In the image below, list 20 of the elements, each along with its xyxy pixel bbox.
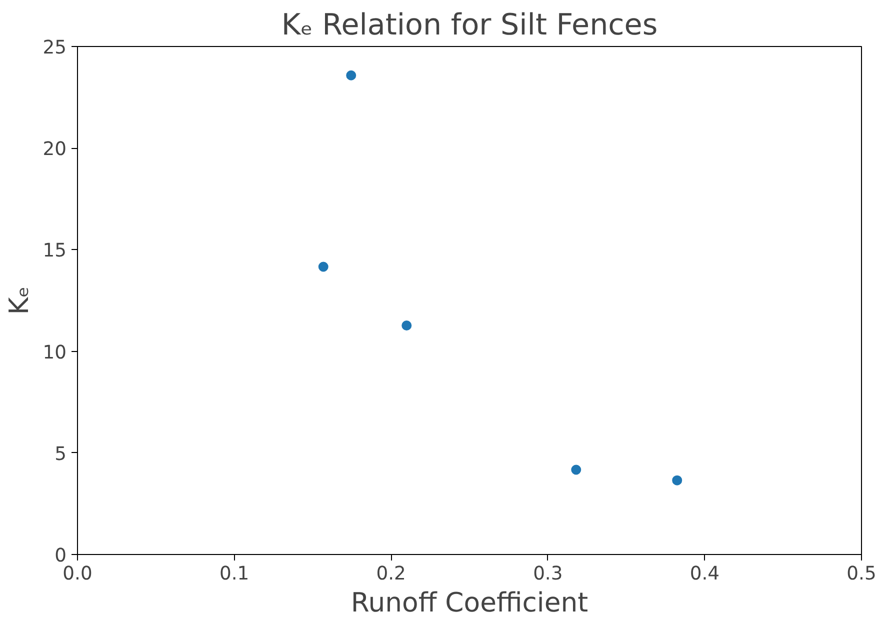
x-tick-label: 0.0 [62, 564, 92, 584]
point [346, 70, 356, 80]
y-tick-label: 15 [42, 240, 67, 262]
x-tick-label: 0.5 [846, 564, 876, 584]
point [318, 262, 328, 272]
y-axis-title: Kₑ [4, 286, 35, 315]
x-tick-label: 0.3 [533, 564, 563, 584]
point [672, 475, 682, 486]
point [402, 320, 412, 330]
point [571, 464, 582, 475]
y-tick-label: 5 [54, 444, 67, 465]
y-tick-label: 25 [42, 38, 67, 58]
x-tick-label: 0.4 [690, 564, 720, 584]
y-tick-label: 10 [42, 342, 67, 364]
x-axis-title: Runoff Coefficient [350, 588, 588, 618]
chart-title: Kₑ Relation for Silt Fences [281, 8, 658, 42]
x-tick-label: 0.2 [376, 564, 406, 584]
x-tick-label: 0.1 [219, 564, 250, 584]
y-tick-label: 20 [42, 139, 67, 160]
y-tick-label: 0 [54, 546, 67, 566]
